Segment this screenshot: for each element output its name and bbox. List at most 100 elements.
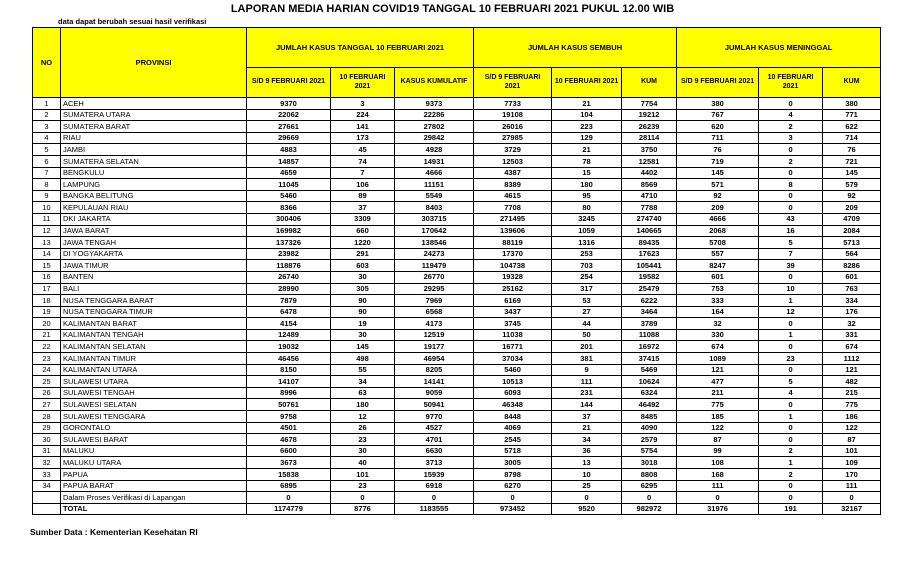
value-cell: 4173 — [393, 317, 475, 330]
value-cell: 8808 — [621, 468, 678, 481]
province-cell: SULAWESI BARAT — [60, 433, 247, 446]
province-cell: BANGKA BELITUNG — [60, 189, 247, 203]
value-cell: 39 — [758, 259, 824, 272]
province-cell: DI YOGYAKARTA — [60, 247, 247, 261]
value-cell: 5708 — [676, 236, 760, 249]
value-cell: 5713 — [822, 236, 882, 249]
row-number-cell: 25 — [32, 375, 61, 388]
value-cell: 381 — [551, 352, 623, 365]
data-source: Sumber Data : Kementerian Kesehatan RI — [30, 527, 198, 538]
value-cell: 74 — [330, 154, 395, 168]
value-cell: 14857 — [246, 154, 331, 168]
row-number-cell: 4 — [32, 131, 61, 145]
value-cell: 6270 — [473, 479, 553, 493]
row-number-cell: 18 — [32, 294, 61, 307]
value-cell: 215 — [822, 386, 882, 400]
table-row: 27 SULAWESI SELATAN 50761 180 50941 46348 144 4… — [32, 398, 882, 412]
value-cell: 0 — [758, 340, 824, 354]
value-cell: 0 — [758, 398, 824, 412]
row-number-cell: 34 — [32, 479, 61, 493]
province-cell: KEPULAUAN RIAU — [60, 201, 247, 214]
province-cell: MALUKU — [60, 444, 247, 458]
value-cell: 46954 — [393, 352, 475, 365]
value-cell: 8150 — [246, 363, 331, 377]
value-cell: 30 — [330, 328, 395, 342]
value-cell: 0 — [758, 97, 824, 110]
value-cell: 8403 — [393, 201, 475, 214]
value-cell: 32 — [822, 317, 882, 330]
value-cell: 88119 — [473, 236, 553, 249]
value-cell: 12 — [758, 305, 824, 319]
value-cell: 8996 — [246, 386, 331, 400]
value-cell: 89435 — [621, 236, 678, 249]
value-cell: 7788 — [621, 201, 678, 214]
value-cell: 170642 — [393, 224, 475, 238]
value-cell: 209 — [822, 201, 882, 214]
row-number-cell: 23 — [32, 352, 61, 365]
value-cell: 9370 — [246, 97, 331, 110]
value-cell: 129 — [551, 131, 623, 145]
value-cell: 719 — [676, 154, 760, 168]
province-cell: NUSA TENGGARA BARAT — [60, 294, 247, 307]
row-number-cell: 20 — [32, 317, 61, 330]
value-cell: 4710 — [621, 189, 678, 203]
value-cell: 6222 — [621, 294, 678, 307]
value-cell: 380 — [676, 97, 760, 110]
value-cell: 31976 — [676, 502, 760, 516]
value-cell: 380 — [822, 97, 882, 110]
value-cell: 11045 — [246, 178, 331, 191]
value-cell: 108 — [676, 456, 760, 469]
value-cell: 6918 — [393, 479, 475, 493]
value-cell: 224 — [330, 108, 395, 122]
table-row: 14 DI YOGYAKARTA 23982 291 24273 17370 253 1762… — [32, 247, 882, 261]
value-cell: 2 — [758, 468, 824, 481]
value-cell: 3 — [758, 131, 824, 145]
value-cell: 753 — [676, 282, 760, 296]
value-cell: 482 — [822, 375, 882, 388]
value-cell: 11038 — [473, 328, 553, 342]
value-cell: 4 — [758, 108, 824, 122]
value-cell: 767 — [676, 108, 760, 122]
value-cell: 29669 — [246, 131, 331, 145]
value-cell: 6895 — [246, 479, 331, 493]
table-header: NO PROVINSI JUMLAH KASUS TANGGAL 10 FEBR… — [32, 27, 882, 98]
value-cell: 4928 — [393, 143, 475, 156]
value-cell: 111 — [551, 375, 623, 388]
value-cell: 104738 — [473, 259, 553, 272]
province-cell: SULAWESI UTARA — [60, 375, 247, 388]
value-cell: 76 — [676, 143, 760, 156]
province-cell: DKI JAKARTA — [60, 212, 247, 226]
value-cell: 145 — [330, 340, 395, 354]
value-cell: 2 — [758, 444, 824, 458]
value-cell: 25 — [551, 479, 623, 493]
table-row: 9 BANGKA BELITUNG 5460 89 5549 4615 95 4710 92 0 9… — [32, 189, 882, 203]
value-cell: 4501 — [246, 421, 331, 435]
value-cell: 26016 — [473, 120, 553, 133]
value-cell: 0 — [246, 491, 331, 504]
value-cell: 8247 — [676, 259, 760, 272]
col-group-deaths: JUMLAH KASUS MENINGGAL — [676, 27, 882, 68]
value-cell: 27 — [551, 305, 623, 319]
value-cell: 3018 — [621, 456, 678, 469]
row-number-cell: 11 — [32, 212, 61, 226]
table-row: 11 DKI JAKARTA 300406 3309 303715 271495 3245 2… — [32, 212, 882, 226]
value-cell: 191 — [758, 502, 824, 516]
table-row: 2 SUMATERA UTARA 22062 224 22286 19108 104 1921… — [32, 108, 882, 122]
value-cell: 121 — [822, 363, 882, 377]
table-row: 18 NUSA TENGGARA BARAT 7879 90 7969 6169 53 622… — [32, 294, 882, 307]
col-header-cases-today: 10 FEBRUARI 2021 — [330, 67, 395, 98]
row-number-cell: 21 — [32, 328, 61, 342]
value-cell: 0 — [758, 166, 824, 180]
col-header-deaths-today: 10 FEBRUARI 2021 — [758, 67, 824, 98]
value-cell: 12 — [330, 410, 395, 423]
value-cell: 305 — [330, 282, 395, 296]
value-cell: 620 — [676, 120, 760, 133]
row-number-cell: 7 — [32, 166, 61, 180]
table-row: 21 KALIMANTAN TENGAH 12489 30 12519 11038 50 11… — [32, 328, 882, 342]
province-cell: RIAU — [60, 131, 247, 145]
value-cell: 8776 — [330, 502, 395, 516]
value-cell: 12503 — [473, 154, 553, 168]
row-number-cell: 22 — [32, 340, 61, 354]
province-cell: BANTEN — [60, 270, 247, 284]
province-cell: JAWA BARAT — [60, 224, 247, 238]
